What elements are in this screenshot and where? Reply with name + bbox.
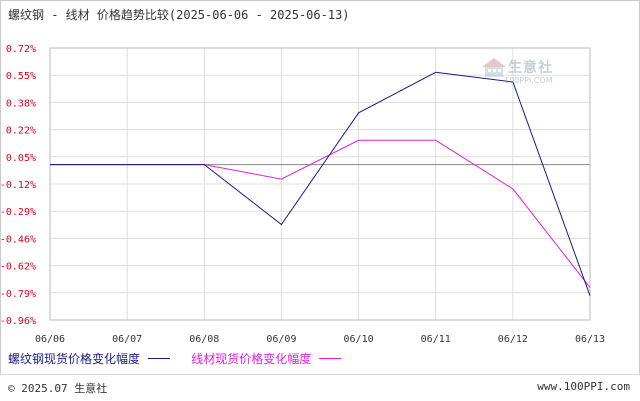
- y-tick-label: 0.05%: [6, 153, 36, 164]
- watermark-logo: 生意社: [480, 56, 553, 78]
- legend: 螺纹钢现货价格变化幅度 线材现货价格变化幅度: [8, 350, 355, 367]
- y-tick-label: -0.96%: [0, 316, 36, 327]
- chart-title: 螺纹钢 - 线材 价格趋势比较(2025-06-06 - 2025-06-13): [8, 8, 350, 22]
- house-logo-icon: [482, 58, 506, 77]
- legend-item-series2: 线材现货价格变化幅度: [191, 350, 347, 367]
- y-tick-label: 0.22%: [6, 126, 36, 137]
- legend-swatch-series1: [148, 358, 171, 359]
- series-line-1: [50, 71, 591, 296]
- x-tick-label: 06/12: [498, 334, 528, 345]
- x-tick-label: 06/09: [266, 334, 296, 345]
- series-lines: [50, 71, 591, 296]
- y-tick-label: 0.55%: [6, 71, 36, 82]
- site-link[interactable]: www.100PPI.com: [537, 380, 630, 393]
- y-tick-label: -0.62%: [0, 262, 36, 273]
- y-tick-label: -0.79%: [0, 289, 36, 300]
- watermark-brand: 生意社: [508, 60, 553, 76]
- y-tick-label: -0.29%: [0, 207, 36, 218]
- y-tick-label: 0.72%: [6, 44, 36, 55]
- copyright-text: © 2025.07 生意社: [8, 382, 108, 395]
- y-tick-label: -0.46%: [0, 234, 36, 245]
- x-tick-label: 06/10: [344, 334, 374, 345]
- y-axis-ticks: 0.72% 0.55% 0.38% 0.22% 0.05% -0.12% -0.29% -0.…: [0, 44, 36, 327]
- y-tick-label: 0.38%: [6, 98, 36, 109]
- watermark-url: 100PPI.COM: [504, 76, 553, 85]
- x-tick-label: 06/13: [575, 334, 605, 345]
- line-chart: 0.72% 0.55% 0.38% 0.22% 0.05% -0.12% -0.29% -0.…: [0, 44, 605, 345]
- x-axis-ticks: 06/06 06/07 06/08 06/09 06/10 06/11 06/12 06/13: [35, 334, 605, 345]
- x-tick-label: 06/07: [112, 334, 142, 345]
- y-tick-label: -0.12%: [0, 180, 36, 191]
- x-tick-label: 06/08: [189, 334, 219, 345]
- x-tick-label: 06/06: [35, 334, 65, 345]
- legend-item-series1: 螺纹钢现货价格变化幅度: [8, 350, 176, 367]
- grid: [49, 47, 591, 321]
- legend-label-series2: 线材现货价格变化幅度: [191, 352, 312, 366]
- legend-swatch-series2: [319, 358, 342, 359]
- x-tick-label: 06/11: [421, 334, 451, 345]
- footer: © 2025.07 生意社 www.100PPI.com: [0, 374, 640, 401]
- plot-area-border: [49, 47, 591, 321]
- legend-label-series1: 螺纹钢现货价格变化幅度: [8, 352, 141, 366]
